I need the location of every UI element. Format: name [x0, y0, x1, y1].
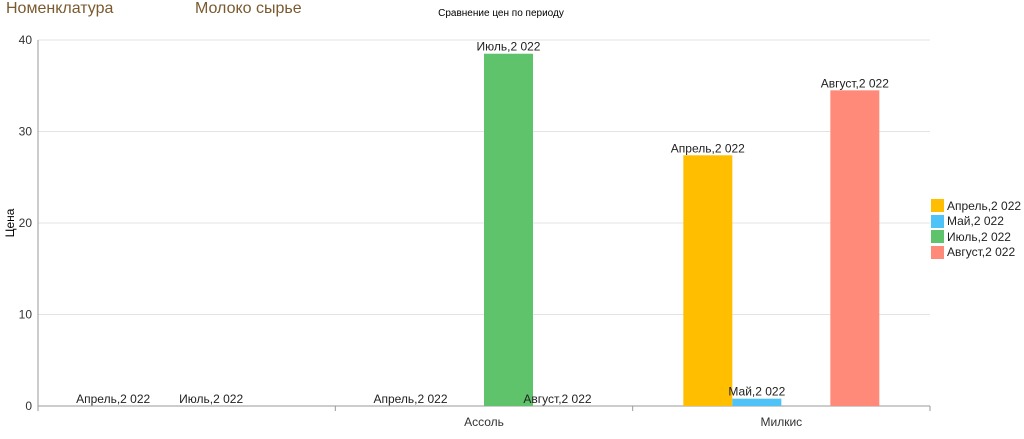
bar: [683, 155, 733, 406]
data-label: Июль,2 022: [179, 392, 243, 406]
y-tick-label: 30: [19, 125, 33, 139]
product-name: Молоко сырье: [195, 0, 302, 17]
legend-label: Июль,2 022: [947, 229, 1011, 244]
y-tick-label: 10: [19, 308, 33, 322]
data-label: Апрель,2 022: [373, 392, 447, 406]
y-tick-label: 40: [19, 33, 33, 47]
y-tick-label: 20: [19, 216, 33, 230]
x-tick-label: Милкис: [761, 415, 803, 429]
legend-label: Апрель,2 022: [947, 198, 1022, 213]
bar: [830, 90, 880, 406]
legend-item: Апрель,2 022: [931, 198, 1021, 214]
legend-swatch: [931, 199, 944, 213]
chart-title: Сравнение цен по периоду: [438, 8, 564, 19]
legend-item: Август,2 022: [931, 245, 1021, 261]
chart-legend: Апрель,2 022 Май,2 022 Июль,2 022 Август,2 …: [931, 198, 1021, 260]
bar: [732, 398, 782, 406]
legend-swatch: [931, 214, 944, 228]
data-label: Июль,2 022: [477, 40, 541, 54]
legend-swatch: [931, 230, 944, 244]
legend-label: Май,2 022: [947, 214, 1004, 229]
data-labels: Апрель,2 022 Апрель,2 022 Апрель,2 022 Май,…: [76, 40, 889, 406]
legend-label: Август,2 022: [947, 245, 1016, 260]
data-label: Апрель,2 022: [671, 141, 745, 155]
x-tick-label: Ассоль: [464, 415, 504, 429]
legend-item: Июль,2 022: [931, 229, 1021, 245]
data-label: Август,2 022: [523, 392, 591, 406]
data-label: Май,2 022: [728, 385, 785, 399]
legend-item: Май,2 022: [931, 214, 1021, 230]
bar: [484, 53, 533, 406]
nomenclature-label: Номенклатура: [6, 0, 114, 17]
y-tick-label: 0: [25, 399, 32, 413]
legend-swatch: [931, 245, 944, 259]
axes: 0 10 20 30 40 Ассоль Милкис: [19, 33, 931, 429]
data-label: Август,2 022: [821, 76, 889, 90]
y-axis-label: Цена: [3, 208, 17, 237]
bars: [484, 53, 880, 406]
data-label: Апрель,2 022: [76, 392, 150, 406]
